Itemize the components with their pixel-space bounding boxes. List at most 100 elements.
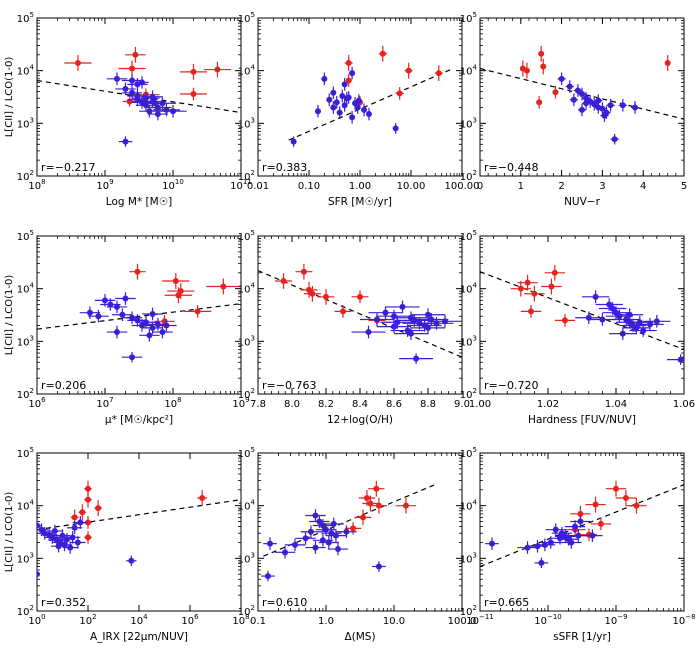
x-axis-label: A_IRX [22μm/NUV] [90, 631, 188, 643]
x-axis-label: Δ(MS) [344, 631, 375, 643]
x-axis-label: 12+log(O/H) [327, 414, 393, 426]
y-tick-label: 103 [238, 334, 255, 348]
red-data-point [344, 55, 353, 71]
x-tick-label: 102 [79, 613, 96, 627]
x-tick-label: 1.04 [605, 399, 627, 410]
blue-data-point [561, 536, 582, 549]
red-data-point [362, 495, 379, 512]
fit-line [258, 270, 462, 358]
blue-data-point [643, 314, 671, 328]
x-tick-label: 2 [558, 181, 564, 192]
blue-data-point [88, 309, 109, 323]
blue-data-point [570, 515, 591, 528]
red-data-point [554, 314, 576, 327]
red-data-point [179, 87, 208, 101]
plot-frame [479, 452, 685, 612]
x-tick-label: 1 [518, 181, 524, 192]
x-tick-label: 108 [164, 396, 181, 410]
fit-line [263, 484, 436, 557]
red-data-point [520, 305, 542, 318]
red-data-point [300, 281, 318, 298]
blue-data-point [112, 308, 133, 322]
correlation-label: r=0.383 [262, 161, 307, 174]
x-tick-label: 9.0 [454, 399, 470, 410]
red-data-point [536, 96, 543, 109]
y-axis-label: L[CII] / LCO(1-0) [4, 275, 15, 356]
plot-frame [257, 452, 463, 612]
y-tick-label: 103 [238, 116, 255, 130]
blue-data-point [336, 525, 357, 539]
red-data-point [203, 61, 232, 78]
y-tick-label: 103 [17, 551, 34, 565]
blue-data-point [517, 541, 538, 554]
red-data-point [368, 480, 385, 497]
blue-data-point [300, 525, 322, 539]
blue-data-point [619, 319, 647, 332]
x-tick-label: 1.02 [537, 399, 559, 410]
red-data-point [344, 522, 362, 535]
blue-data-point [534, 557, 549, 569]
blue-data-point [139, 329, 160, 342]
red-data-point [510, 280, 531, 297]
blue-data-point [70, 536, 86, 549]
red-data-point [84, 531, 92, 544]
x-tick-label: 104 [130, 613, 148, 627]
blue-data-point [341, 78, 348, 91]
red-data-point [605, 480, 627, 497]
blue-data-point [343, 91, 350, 105]
red-data-point [615, 490, 637, 506]
blue-data-point [54, 529, 71, 542]
blue-data-point [351, 325, 386, 339]
blue-data-point [394, 327, 428, 340]
x-tick-label: 106 [28, 396, 46, 410]
blue-data-point [121, 351, 143, 363]
blue-data-point [156, 319, 177, 332]
blue-data-point [341, 98, 348, 112]
blue-data-point [600, 109, 609, 122]
red-data-point [541, 278, 562, 295]
blue-data-point [314, 104, 321, 118]
blue-data-point [106, 300, 128, 314]
blue-data-point [321, 526, 342, 540]
blue-data-point [121, 86, 143, 100]
y-tick-label: 104 [17, 499, 35, 513]
blue-data-point [318, 536, 340, 549]
x-tick-label: 8.0 [284, 399, 300, 410]
plot-frame [479, 235, 685, 395]
fit-line [37, 303, 241, 330]
blue-data-point [327, 542, 349, 556]
blue-data-point [330, 101, 337, 114]
x-tick-label: 7.8 [250, 399, 266, 410]
blue-data-point [305, 509, 326, 522]
blue-data-point [142, 307, 163, 321]
blue-data-point [399, 353, 434, 364]
red-data-point [523, 62, 530, 79]
x-tick-label: 10−9 [604, 613, 627, 627]
y-tick-label: 105 [460, 11, 477, 25]
blue-data-point [72, 516, 88, 529]
plot-frame [36, 17, 242, 177]
blue-data-point [557, 72, 566, 86]
x-axis-label: Log M* [M☉] [106, 196, 172, 208]
blue-data-point [609, 327, 637, 340]
blue-data-point [349, 111, 356, 124]
x-axis-label: NUV−r [564, 196, 601, 208]
red-data-point [303, 285, 321, 302]
y-tick-label: 104 [460, 64, 478, 78]
blue-data-point [622, 321, 650, 335]
blue-data-point [411, 308, 445, 322]
blue-data-point [135, 76, 149, 89]
red-data-point [590, 517, 612, 531]
y-tick-label: 105 [17, 446, 34, 460]
red-data-point [129, 263, 146, 280]
blue-data-point [330, 86, 337, 100]
blue-data-point [392, 123, 399, 134]
blue-data-point [629, 324, 657, 337]
y-tick-label: 105 [238, 229, 255, 243]
blue-data-point [590, 97, 599, 111]
blue-data-point [325, 529, 347, 542]
blue-data-point [594, 94, 603, 107]
